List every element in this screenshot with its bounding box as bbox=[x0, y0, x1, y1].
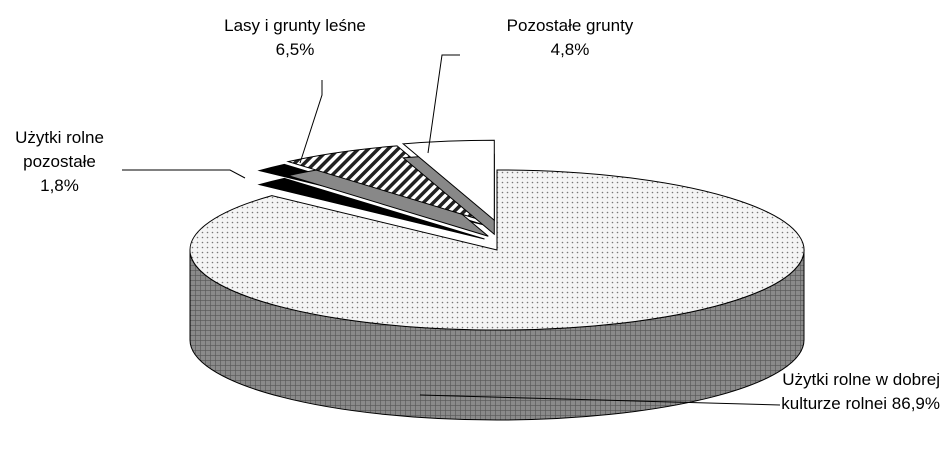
value-label: 4,8% bbox=[550, 40, 590, 59]
slice-label: Użytki rolne w dobrej kulturze rolnei 86… bbox=[778, 368, 940, 416]
category-label: Użytki rolne w dobrej kulturze rolnei bbox=[781, 370, 940, 413]
category-label: Lasy i grunty leśne bbox=[224, 16, 366, 35]
category-label: Pozostałe grunty bbox=[506, 16, 634, 35]
slice-label: Lasy i grunty leśne 6,5% bbox=[215, 14, 375, 62]
value-label: 86,9% bbox=[891, 394, 940, 413]
leader-line bbox=[122, 169, 246, 179]
leader-line bbox=[427, 54, 460, 154]
slice-label: Użytki rolne pozostałe 1,8% bbox=[2, 126, 117, 198]
value-label: 1,8% bbox=[40, 176, 79, 195]
slice bbox=[286, 145, 489, 223]
leader-lines bbox=[122, 54, 781, 406]
slice bbox=[189, 169, 805, 331]
slice-side bbox=[257, 177, 485, 240]
slice-label: Pozostałe grunty 4,8% bbox=[470, 14, 670, 62]
leader-line bbox=[419, 394, 781, 406]
category-label: Użytki rolne pozostałe bbox=[15, 128, 104, 171]
slice bbox=[401, 139, 495, 222]
leader-line bbox=[299, 80, 323, 164]
value-label: 6,5% bbox=[275, 40, 315, 59]
